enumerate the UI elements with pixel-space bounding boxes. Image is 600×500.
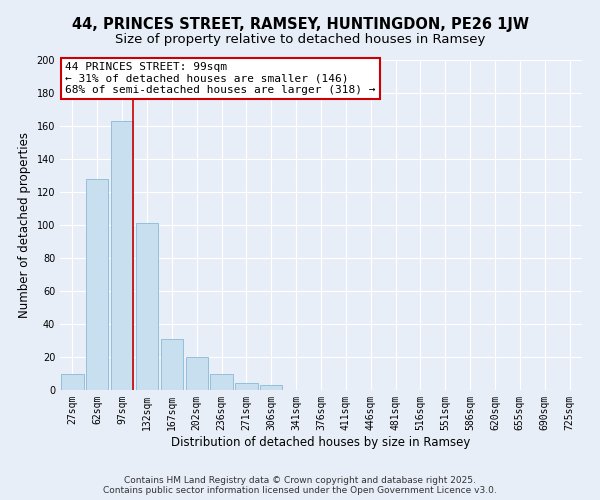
Text: 44 PRINCES STREET: 99sqm
← 31% of detached houses are smaller (146)
68% of semi-: 44 PRINCES STREET: 99sqm ← 31% of detach… (65, 62, 376, 95)
Bar (185, 357, 208, 390)
Text: 44, PRINCES STREET, RAMSEY, HUNTINGDON, PE26 1JW: 44, PRINCES STREET, RAMSEY, HUNTINGDON, … (71, 18, 529, 32)
Bar (136, 224, 158, 390)
Bar (211, 374, 233, 390)
Bar (260, 385, 283, 390)
Bar (111, 121, 133, 390)
Bar (61, 374, 83, 390)
Bar (86, 179, 109, 390)
Title: 44, PRINCES STREET, RAMSEY, HUNTINGDON, PE26 1JW
Size of property relative to de: 44, PRINCES STREET, RAMSEY, HUNTINGDON, … (0, 499, 1, 500)
X-axis label: Distribution of detached houses by size in Ramsey: Distribution of detached houses by size … (172, 436, 470, 448)
Text: Size of property relative to detached houses in Ramsey: Size of property relative to detached ho… (115, 32, 485, 46)
Y-axis label: Number of detached properties: Number of detached properties (18, 132, 31, 318)
Bar (161, 339, 183, 390)
Bar (235, 384, 257, 390)
Text: Contains HM Land Registry data © Crown copyright and database right 2025.
Contai: Contains HM Land Registry data © Crown c… (103, 476, 497, 495)
